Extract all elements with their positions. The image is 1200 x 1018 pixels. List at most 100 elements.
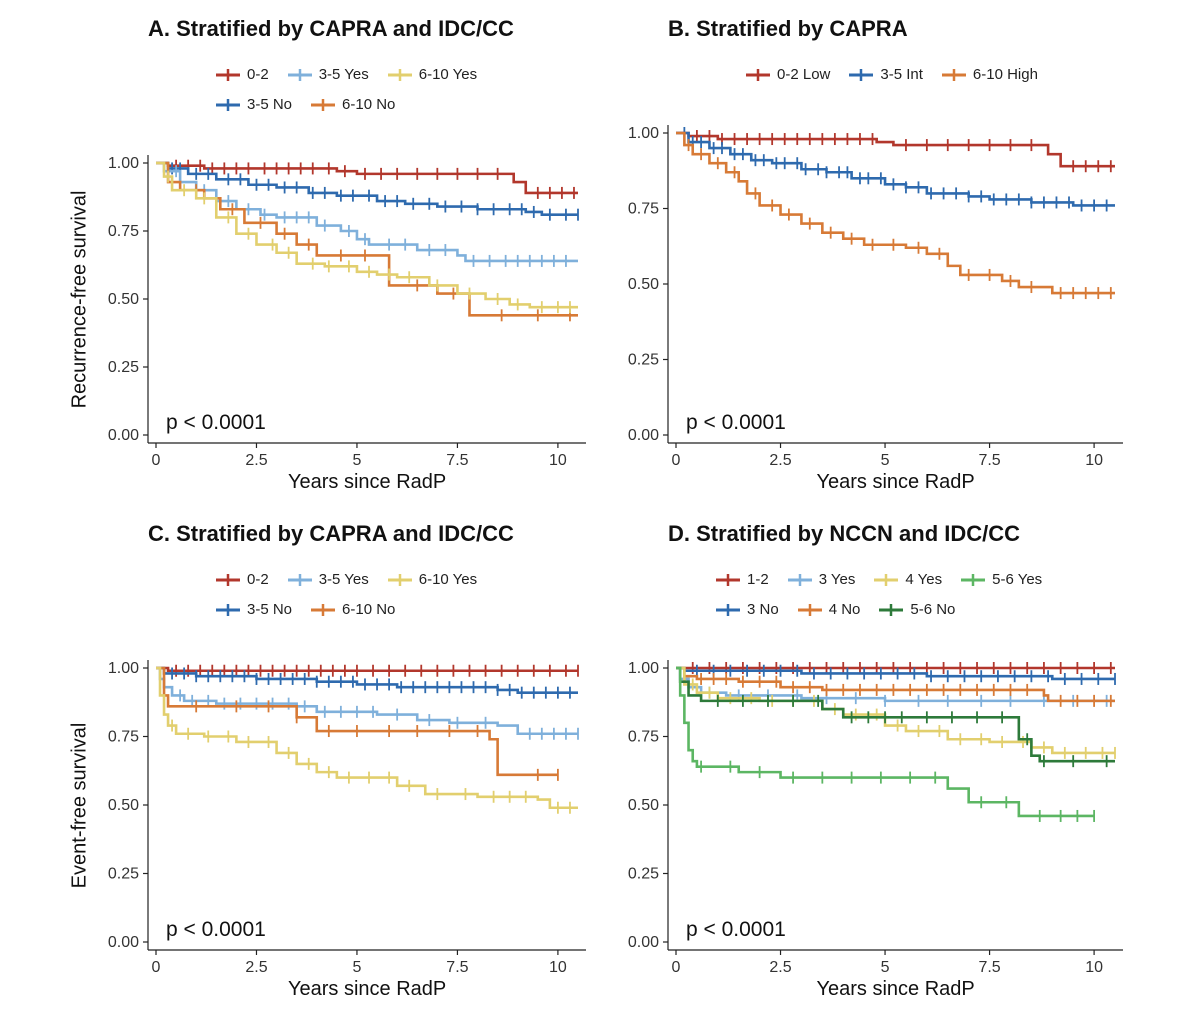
y-tick-label: 1.00 <box>628 660 659 677</box>
legend-key <box>746 68 770 81</box>
panel-title-A: A. Stratified by CAPRA and IDC/CC <box>148 16 514 41</box>
legend-key <box>716 573 740 586</box>
y-tick-label: 0.50 <box>628 797 659 814</box>
x-tick-label: 7.5 <box>978 959 1000 976</box>
legend-item: 1-2 <box>715 571 769 588</box>
legend-item: 6-10 No <box>310 601 395 618</box>
legend-item: 3-5 Yes <box>287 571 369 588</box>
x-tick-label: 10 <box>549 959 567 976</box>
legend-label: 3-5 Yes <box>318 66 369 83</box>
legend-label: 3 Yes <box>818 571 856 588</box>
series-line <box>676 666 1095 818</box>
x-tick-label: 2.5 <box>769 959 791 976</box>
y-tick-label: 0.00 <box>108 934 139 951</box>
series-line <box>156 666 578 736</box>
x-tick-label: 10 <box>1085 959 1103 976</box>
legend-key <box>961 573 986 586</box>
legend-label: 6-10 Yes <box>418 571 478 588</box>
legend-key <box>216 573 240 586</box>
legend-key <box>216 68 240 81</box>
legend-label: 6-10 High <box>972 66 1038 83</box>
series-line <box>156 161 578 309</box>
legend-label: 3-5 Yes <box>318 571 369 588</box>
legend-key <box>287 573 312 586</box>
legend-label: 6-10 No <box>342 601 396 618</box>
series-line <box>156 161 578 216</box>
y-tick-label: 0.25 <box>108 866 139 883</box>
legend-label: 3-5 No <box>247 96 293 113</box>
y-tick-label: 0.50 <box>108 797 139 814</box>
x-tick-label: 10 <box>549 452 567 469</box>
legend-item: 0-2 <box>215 571 269 588</box>
y-tick-label: 0.25 <box>628 866 659 883</box>
legend-row: 1-2 3 Yes 4 Yes 5-6 Yes <box>715 571 1042 588</box>
legend-label: 4 Yes <box>905 571 943 588</box>
legend-item: 3-5 Int <box>848 66 923 83</box>
legend-key <box>879 603 904 616</box>
series-line <box>156 666 578 673</box>
y-tick-label: 0.25 <box>628 352 659 369</box>
x-axis-label: Years since RadP <box>288 978 447 1000</box>
plot-D: 0 2.5 5 7.5 10 0.00 0.25 0.50 0.75 1.00 p < 0.0001 <box>628 660 1123 976</box>
x-axis-label: Years since RadP <box>288 471 447 493</box>
series-line <box>676 131 1115 207</box>
panel-title-C: C. Stratified by CAPRA and IDC/CC <box>148 521 514 546</box>
legend-item: 0-2 <box>215 66 269 83</box>
legend-key <box>387 68 412 81</box>
series-line <box>676 131 1115 295</box>
legend-item: 5-6 No <box>878 601 955 618</box>
legend-item: 6-10 Yes <box>387 571 477 588</box>
legend-label: 6-10 Yes <box>418 66 478 83</box>
x-tick-label: 0 <box>672 959 681 976</box>
y-tick-label: 0.00 <box>628 427 659 444</box>
x-tick-label: 10 <box>1085 452 1103 469</box>
legend-key <box>387 573 412 586</box>
legend-row: 0-2 3-5 Yes 6-10 Yes <box>215 66 477 83</box>
series-line <box>676 666 1115 763</box>
series-line <box>156 666 578 810</box>
legend-key <box>787 573 812 586</box>
x-tick-label: 2.5 <box>245 959 267 976</box>
panel-title-D: D. Stratified by NCCN and IDC/CC <box>668 521 1021 546</box>
legend-row: 3-5 No 6-10 No <box>215 601 395 618</box>
legend-item: 6-10 Yes <box>387 66 477 83</box>
legend-key <box>216 603 240 616</box>
legend-label: 0-2 <box>247 66 269 83</box>
panel-title-B: B. Stratified by CAPRA <box>668 16 908 41</box>
y-axis-label: Event-free survival <box>68 722 91 888</box>
y-tick-label: 0.75 <box>108 729 139 746</box>
legend-item: 3 Yes <box>787 571 856 588</box>
legend-key <box>216 98 240 111</box>
x-tick-label: 0 <box>152 452 161 469</box>
series-line <box>156 666 578 694</box>
series-line <box>156 161 578 195</box>
x-tick-label: 5 <box>352 959 361 976</box>
series-line <box>676 666 1115 703</box>
legend-row: 0-2 Low 3-5 Int 6-10 High <box>745 66 1038 83</box>
legend-label: 1-2 <box>747 571 769 588</box>
legend-label: 0-2 <box>247 571 269 588</box>
legend-key <box>849 68 874 81</box>
y-tick-label: 0.75 <box>628 201 659 218</box>
y-tick-label: 1.00 <box>108 660 139 677</box>
legend-key <box>874 573 899 586</box>
legend-item: 3-5 No <box>215 601 292 618</box>
plot-C: 0 2.5 5 7.5 10 0.00 0.25 0.50 0.75 1.00 p < 0.0001 <box>108 660 586 976</box>
x-tick-label: 5 <box>881 959 890 976</box>
y-tick-label: 0.75 <box>108 223 139 240</box>
series-line <box>676 131 1115 168</box>
y-tick-label: 0.00 <box>108 427 139 444</box>
legend-item: 0-2 Low <box>745 66 830 83</box>
legend-item: 3 No <box>715 601 779 618</box>
legend-row: 0-2 3-5 Yes 6-10 Yes <box>215 571 477 588</box>
legend-key <box>941 68 966 81</box>
x-tick-label: 5 <box>352 452 361 469</box>
legend-label: 3-5 No <box>247 601 293 618</box>
p-value-label: p < 0.0001 <box>166 918 266 941</box>
x-tick-label: 7.5 <box>978 452 1000 469</box>
y-tick-label: 0.50 <box>108 291 139 308</box>
y-tick-label: 0.00 <box>628 934 659 951</box>
legend-row: 3-5 No 6-10 No <box>215 96 395 113</box>
x-tick-label: 7.5 <box>446 452 468 469</box>
